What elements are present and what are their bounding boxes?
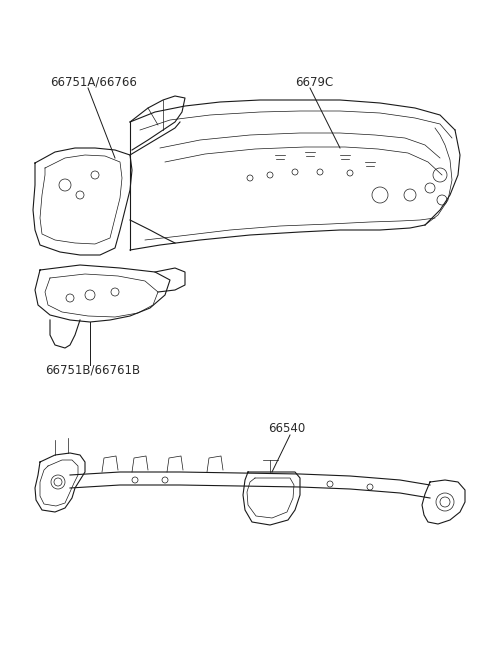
Text: 66540: 66540 <box>268 422 305 434</box>
Text: 66751A/66766: 66751A/66766 <box>50 76 137 89</box>
Text: 6679C: 6679C <box>295 76 333 89</box>
Text: 66751B/66761B: 66751B/66761B <box>45 363 140 376</box>
